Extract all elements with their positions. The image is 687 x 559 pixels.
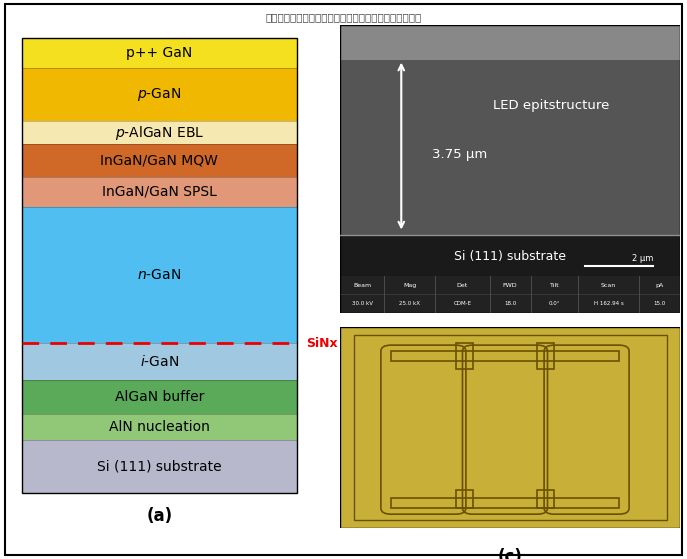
- Text: H 162.94 s: H 162.94 s: [594, 301, 624, 306]
- FancyBboxPatch shape: [22, 343, 297, 381]
- Text: 炬丰科技半导体工艺硅基氮化镓发光二极管的减薄缓冲层: 炬丰科技半导体工艺硅基氮化镓发光二极管的减薄缓冲层: [265, 12, 422, 22]
- FancyBboxPatch shape: [22, 144, 297, 177]
- Text: (a): (a): [146, 506, 172, 524]
- Text: 0.0°: 0.0°: [548, 301, 560, 306]
- Text: $\it{p}$-GaN: $\it{p}$-GaN: [137, 86, 181, 103]
- Text: 15.0: 15.0: [653, 301, 666, 306]
- Text: 25.0 kX: 25.0 kX: [399, 301, 420, 306]
- Text: (c): (c): [497, 548, 523, 559]
- Text: Det: Det: [457, 283, 468, 288]
- Text: AlN nucleation: AlN nucleation: [109, 420, 210, 434]
- FancyBboxPatch shape: [22, 440, 297, 493]
- FancyBboxPatch shape: [340, 327, 680, 528]
- Text: FWD: FWD: [503, 283, 517, 288]
- FancyBboxPatch shape: [340, 276, 680, 313]
- Text: 30.0 kV: 30.0 kV: [352, 301, 372, 306]
- Text: 2 μm: 2 μm: [631, 254, 653, 263]
- Text: p++ GaN: p++ GaN: [126, 46, 192, 60]
- FancyBboxPatch shape: [22, 414, 297, 440]
- Text: $\it{i}$-GaN: $\it{i}$-GaN: [139, 354, 179, 369]
- FancyBboxPatch shape: [340, 25, 680, 60]
- Text: Si (111) substrate: Si (111) substrate: [97, 459, 222, 473]
- Text: Scan: Scan: [601, 283, 616, 288]
- Text: LED epitstructure: LED epitstructure: [493, 100, 609, 112]
- FancyBboxPatch shape: [22, 207, 297, 343]
- Text: AlGaN buffer: AlGaN buffer: [115, 390, 204, 404]
- FancyBboxPatch shape: [340, 25, 680, 313]
- Text: 18.0: 18.0: [504, 301, 516, 306]
- Text: Si (111) substrate: Si (111) substrate: [454, 250, 566, 263]
- Text: Tilt: Tilt: [550, 283, 559, 288]
- Text: InGaN/GaN MQW: InGaN/GaN MQW: [100, 154, 218, 168]
- FancyBboxPatch shape: [22, 121, 297, 144]
- Text: $\it{n}$-GaN: $\it{n}$-GaN: [137, 268, 181, 282]
- Text: pA: pA: [655, 283, 664, 288]
- FancyBboxPatch shape: [22, 177, 297, 207]
- Text: InGaN/GaN SPSL: InGaN/GaN SPSL: [102, 185, 216, 199]
- FancyBboxPatch shape: [22, 68, 297, 121]
- FancyBboxPatch shape: [22, 381, 297, 414]
- FancyBboxPatch shape: [340, 60, 680, 235]
- Text: 3.75 μm: 3.75 μm: [432, 148, 487, 161]
- Text: CDM-E: CDM-E: [453, 301, 471, 306]
- FancyBboxPatch shape: [340, 235, 680, 276]
- Text: Beam: Beam: [353, 283, 371, 288]
- Text: SiNx: SiNx: [306, 337, 338, 350]
- Text: (b): (b): [497, 330, 523, 348]
- Text: $\it{p}$-AlGaN EBL: $\it{p}$-AlGaN EBL: [115, 124, 204, 141]
- Text: Mag: Mag: [403, 283, 416, 288]
- FancyBboxPatch shape: [22, 37, 297, 68]
